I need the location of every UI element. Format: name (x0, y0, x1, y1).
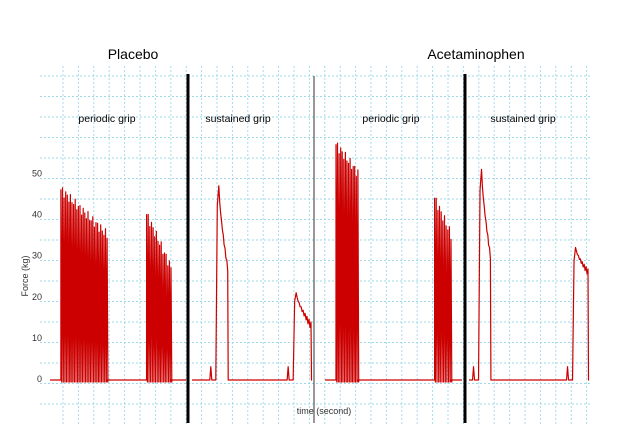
y-axis-label: Force (kg) (20, 255, 30, 296)
panel-dividers (186, 74, 467, 423)
force-traces (50, 142, 590, 383)
y-tick-label: 10 (32, 333, 42, 343)
force-trace-panel-3 (325, 142, 462, 383)
force-trace-panel-2 (192, 185, 313, 381)
panel-label-acetaminophen-sustained: sustained grip (490, 113, 556, 125)
y-tick-label: 50 (32, 169, 42, 179)
x-axis-label: time (second) (297, 406, 352, 416)
panel-label-placebo-periodic: periodic grip (78, 113, 135, 125)
y-tick-label: 30 (32, 251, 42, 261)
y-tick-label: 20 (32, 292, 42, 302)
grid (40, 66, 590, 426)
y-tick-label: 0 (37, 374, 42, 384)
y-tick-label: 40 (32, 210, 42, 220)
group-title-placebo: Placebo (108, 46, 159, 62)
y-axis-ticks: 0 10 20 30 40 50 (32, 169, 42, 385)
panel-label-placebo-sustained: sustained grip (205, 113, 271, 125)
group-title-acetaminophen: Acetaminophen (427, 46, 524, 62)
force-trace-panel-4 (469, 168, 590, 381)
panel-label-acetaminophen-periodic: periodic grip (362, 113, 419, 125)
force-trace-panel-1 (50, 187, 186, 383)
